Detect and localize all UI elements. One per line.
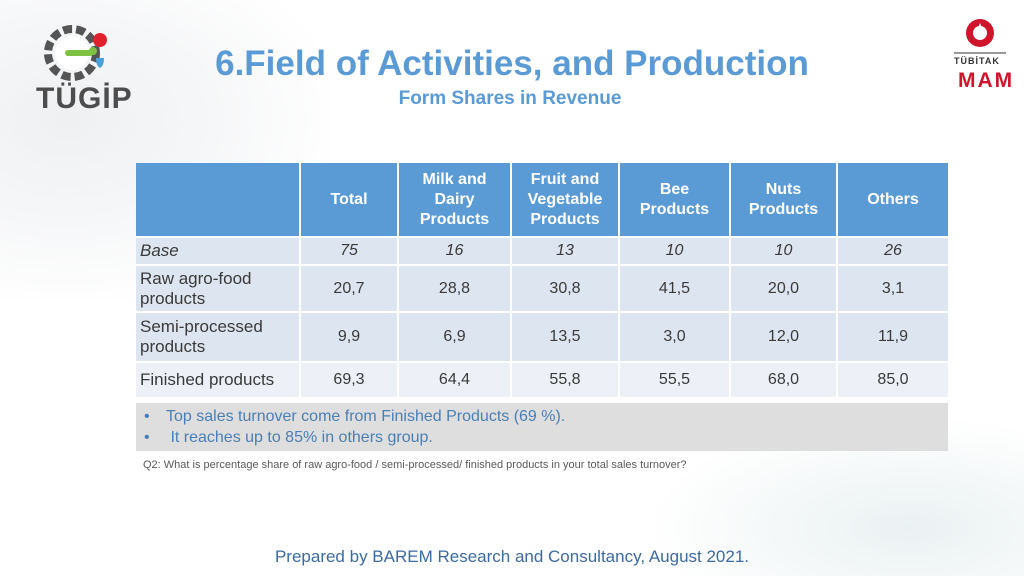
header-cell-total: Total: [301, 163, 399, 238]
table-cell: 16: [399, 238, 512, 266]
table-cell: 64,4: [399, 363, 512, 399]
table-cell: 10: [731, 238, 838, 266]
row-label: Finished products: [136, 363, 301, 399]
header-cell-fruit-vegetable: Fruit and Vegetable Products: [512, 163, 620, 238]
note-text: It reaches up to 85% in others group.: [166, 429, 433, 446]
table-cell: 85,0: [838, 363, 948, 399]
header-cell-bee: Bee Products: [620, 163, 731, 238]
page-title: 6.Field of Activities, and Production: [215, 44, 809, 83]
table-cell: 26: [838, 238, 948, 266]
table-row-semi-processed: Semi-processed products 9,9 6,9 13,5 3,0…: [136, 313, 948, 363]
table-cell: 13,5: [512, 313, 620, 363]
revenue-share-table: Total Milk and Dairy Products Fruit and …: [136, 163, 948, 399]
tugip-logo-text: TÜGİP: [36, 82, 133, 115]
mam-text: MAM: [958, 69, 1015, 92]
header-cell-nuts: Nuts Products: [731, 163, 838, 238]
tubitak-text: TÜBİTAK: [954, 56, 1000, 66]
table-cell: 11,9: [838, 313, 948, 363]
header-cell-empty: [136, 163, 301, 238]
footer-credit: Prepared by BAREM Research and Consultan…: [274, 547, 750, 566]
table-row-raw: Raw agro-food products 20,7 28,8 30,8 41…: [136, 266, 948, 313]
bullet-icon: •: [144, 429, 150, 446]
row-label: Semi-processed products: [136, 313, 301, 363]
table-cell: 68,0: [731, 363, 838, 399]
gear-icon: [44, 25, 107, 81]
tubitak-mam-logo: TÜBİTAK MAM: [950, 15, 1012, 95]
table-cell: 20,0: [731, 266, 838, 313]
row-label: Raw agro-food products: [136, 266, 301, 313]
note-item: • It reaches up to 85% in others group.: [136, 427, 948, 448]
table-cell: 30,8: [512, 266, 620, 313]
table-cell: 13: [512, 238, 620, 266]
tubitak-emblem-icon: [954, 19, 1006, 54]
header-cell-milk-dairy: Milk and Dairy Products: [399, 163, 512, 238]
table-cell: 3,0: [620, 313, 731, 363]
table-cell: 10: [620, 238, 731, 266]
note-item: • Top sales turnover come from Finished P…: [136, 406, 948, 427]
table-cell: 55,5: [620, 363, 731, 399]
page-subtitle: Form Shares in Revenue: [398, 88, 622, 109]
table-cell: 55,8: [512, 363, 620, 399]
tugip-logo: TÜGİP: [30, 18, 140, 118]
survey-question: Q2: What is percentage share of raw agro…: [143, 459, 687, 471]
table-cell: 75: [301, 238, 399, 266]
bullet-icon: •: [144, 408, 150, 425]
row-label: Base: [136, 238, 301, 266]
table-cell: 69,3: [301, 363, 399, 399]
table-cell: 28,8: [399, 266, 512, 313]
table-row-base: Base 75 16 13 10 10 26: [136, 238, 948, 266]
table-cell: 12,0: [731, 313, 838, 363]
table-cell: 41,5: [620, 266, 731, 313]
note-text: Top sales turnover come from Finished Pr…: [166, 408, 566, 425]
table-cell: 9,9: [301, 313, 399, 363]
table-cell: 6,9: [399, 313, 512, 363]
table-row-finished: Finished products 69,3 64,4 55,8 55,5 68…: [136, 363, 948, 399]
header-cell-others: Others: [838, 163, 948, 238]
table-header-row: Total Milk and Dairy Products Fruit and …: [136, 163, 948, 238]
table-cell: 3,1: [838, 266, 948, 313]
table-cell: 20,7: [301, 266, 399, 313]
notes-box: • Top sales turnover come from Finished P…: [136, 403, 948, 451]
